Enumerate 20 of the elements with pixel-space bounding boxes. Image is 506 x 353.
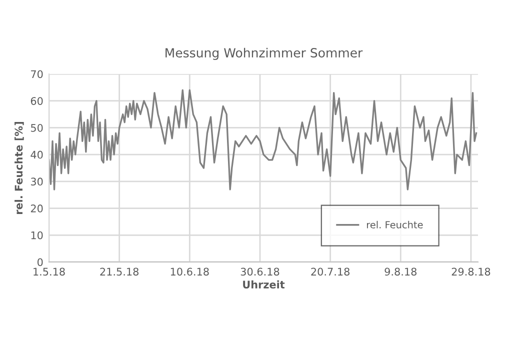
y-axis-title: rel. Feuchte [%] (14, 122, 24, 214)
y-tick-label: 50 (30, 124, 43, 132)
x-tick-label: 20.7.18 (311, 268, 350, 276)
y-tick-label: 30 (30, 178, 43, 186)
line-series (49, 89, 478, 190)
x-tick-label: 21.5.18 (100, 268, 138, 276)
y-tick-label: 20 (30, 204, 43, 212)
x-axis-title: Uhrzeit (243, 280, 285, 288)
x-tick-label: 10.6.18 (170, 268, 209, 276)
x-tick-label: 1.5.18 (34, 268, 65, 276)
y-tick-label: 10 (31, 231, 43, 240)
x-tick-label: 29.8.18 (452, 268, 490, 276)
y-tick-label: 60 (30, 97, 43, 105)
x-tick-label: 9.8.18 (384, 268, 416, 276)
chart-title: Messung Wohnzimmer Sommer (166, 48, 363, 60)
y-tick-label: 40 (30, 150, 43, 159)
y-tick-label: 70 (31, 70, 43, 78)
legend-label: rel. Feuchte (367, 220, 423, 228)
x-tick-label: 30.6.18 (240, 268, 280, 276)
y-tick-label: 0 (38, 258, 43, 266)
